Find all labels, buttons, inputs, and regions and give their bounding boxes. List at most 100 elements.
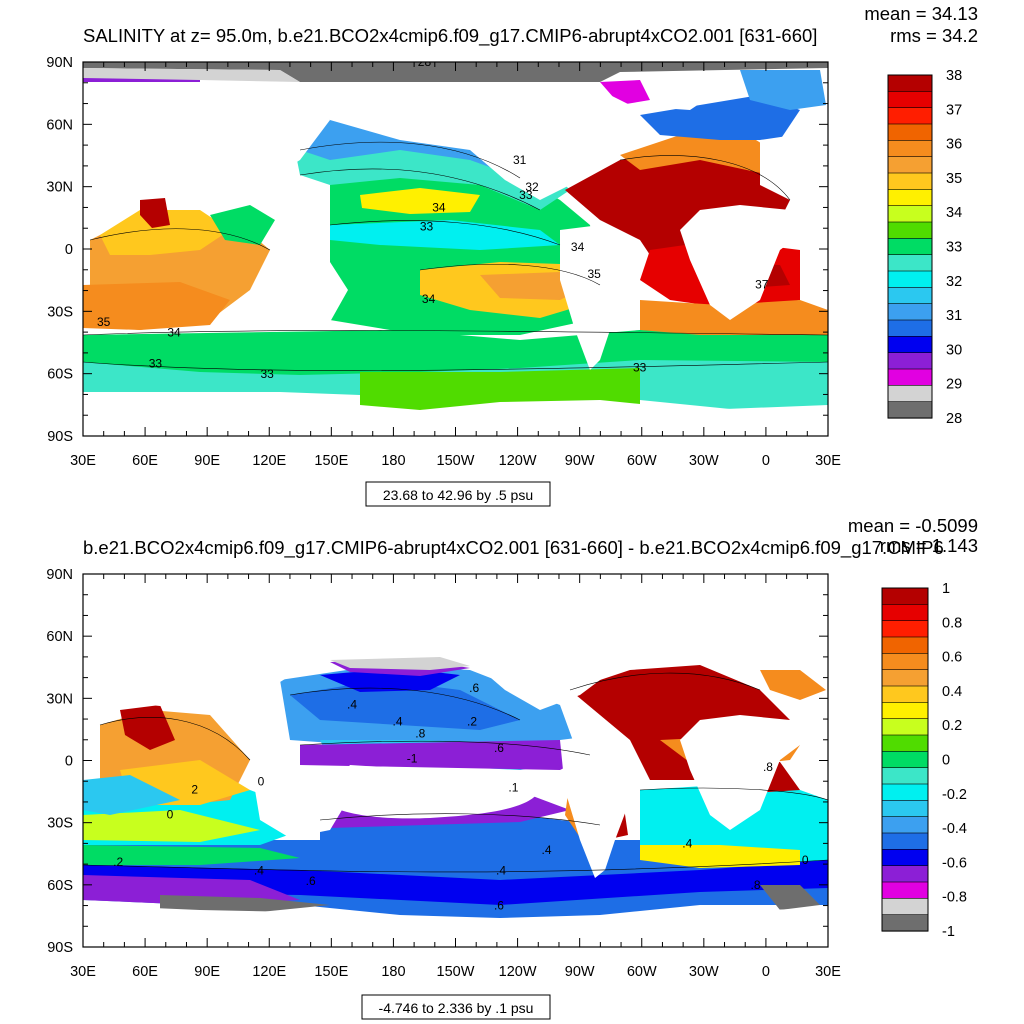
top-north-america xyxy=(300,82,640,200)
top-south-america xyxy=(560,225,640,370)
colorbar-swatch xyxy=(881,832,929,850)
colorbar-label: -0.6 xyxy=(942,855,967,871)
colorbar-swatch xyxy=(887,140,933,158)
colorbar-swatch xyxy=(887,107,933,125)
contour-label: 34 xyxy=(422,292,436,306)
x-tick-label: 30E xyxy=(70,964,96,980)
contour-label: .4 xyxy=(254,863,264,877)
top-deep-south-green xyxy=(360,368,640,410)
bottom-map: .6 .4 .4 .2 .6 .8 -1 2 0 0 .1 .4 .2 .4 .6 .4 .6 .8 .8 .4 0 xyxy=(83,574,828,947)
colorbar-swatch xyxy=(881,898,929,916)
top-continents xyxy=(83,72,828,436)
colorbar-swatch xyxy=(887,91,933,109)
bottom-contour-line xyxy=(569,672,761,691)
colorbar-swatch xyxy=(887,336,933,354)
contour-label: .6 xyxy=(494,741,504,755)
bottom-panel: b.e21.BCO2x4cmip6.f09_g17.CMIP6-abrupt4x… xyxy=(46,515,978,1020)
bottom-indian-cyan xyxy=(83,775,180,815)
bottom-rms-label: rms = 1.143 xyxy=(880,535,978,556)
x-tick-label: 30W xyxy=(689,964,719,980)
colorbar-swatch xyxy=(881,800,929,818)
colorbar-label: 32 xyxy=(946,274,962,290)
colorbar-swatch xyxy=(887,189,933,207)
colorbar-swatch xyxy=(881,734,929,752)
x-tick-label: 60E xyxy=(132,453,158,469)
top-australia xyxy=(255,260,348,330)
bottom-contour-labels: .6 .4 .4 .2 .6 .8 -1 2 0 0 .1 .4 .2 .4 .6 .4 .6 .8 .8 .4 0 xyxy=(113,681,809,913)
contour-label: .8 xyxy=(751,878,761,892)
colorbar-swatch xyxy=(881,636,929,654)
colorbar-swatch xyxy=(881,702,929,720)
top-greenland xyxy=(640,72,720,110)
y-tick-label: 90N xyxy=(46,55,73,71)
top-subpolar-atlantic xyxy=(620,130,780,175)
bottom-subpolar-orange xyxy=(760,670,826,700)
colorbar-swatch xyxy=(881,881,929,899)
contour-label: .4 xyxy=(393,714,403,728)
bottom-contour-line xyxy=(289,687,521,721)
contour-label: .2 xyxy=(467,714,477,728)
contour-label: 34 xyxy=(167,325,181,339)
top-contour-line xyxy=(299,141,521,179)
x-tick-label: 60W xyxy=(627,964,657,980)
top-mean-label: mean = 34.13 xyxy=(864,3,978,24)
colorbar-label: 28 xyxy=(946,411,962,427)
colorbar-swatch xyxy=(881,767,929,785)
bottom-contour-line xyxy=(99,717,251,761)
colorbar-label: 33 xyxy=(946,240,962,256)
bottom-contour-line xyxy=(639,787,828,801)
contour-label: 0 xyxy=(258,774,265,788)
bottom-plot-title: b.e21.BCO2x4cmip6.f09_g17.CMIP6-abrupt4x… xyxy=(83,537,944,559)
y-tick-label: 90S xyxy=(47,429,73,445)
bottom-equatorial-purple xyxy=(300,740,590,770)
colorbar-swatch xyxy=(881,865,929,883)
colorbar-frame xyxy=(887,74,933,419)
top-equatorial-pacific-teal xyxy=(330,220,560,250)
top-colorbar: 38 37 36 35 34 33 32 31 30 29 28 xyxy=(887,68,962,427)
colorbar-swatch xyxy=(887,156,933,174)
bottom-arabian-core xyxy=(120,705,175,750)
contour-label: .6 xyxy=(494,899,504,913)
top-eurasia xyxy=(83,82,330,200)
x-tick-label: 120W xyxy=(499,453,537,469)
bottom-north-pacific-deep xyxy=(290,680,520,730)
top-range-label: 23.68 to 42.96 by .5 psu xyxy=(383,487,533,503)
x-tick-label: 60W xyxy=(627,453,657,469)
x-tick-label: 150E xyxy=(314,453,348,469)
contour-label: 33 xyxy=(633,361,647,375)
colorbar-swatch xyxy=(887,368,933,386)
colorbar-frame xyxy=(881,587,929,932)
bottom-bering-grey xyxy=(330,657,470,670)
contour-label: 33 xyxy=(519,188,533,202)
colorbar-label: 37 xyxy=(946,102,962,118)
bottom-south-atlantic-yellow xyxy=(640,845,800,868)
bottom-antarctic-purple xyxy=(83,875,300,905)
colorbar-swatch xyxy=(887,172,933,190)
y-tick-label: 30S xyxy=(47,304,73,320)
y-tick-label: 60N xyxy=(46,629,73,645)
colorbar-swatch xyxy=(881,914,929,932)
top-labrador-blue xyxy=(640,95,800,140)
contour-label: 34 xyxy=(571,240,585,254)
contour-label: .6 xyxy=(469,681,479,695)
bottom-range-label: -4.746 to 2.336 by .1 psu xyxy=(379,1000,534,1016)
x-tick-label: 0 xyxy=(762,453,770,469)
bottom-arctic-white xyxy=(83,574,828,640)
bottom-south-indian-yellow xyxy=(83,810,260,842)
top-bay-of-bengal xyxy=(210,205,275,245)
colorbar-label: -1 xyxy=(942,924,955,940)
colorbar-swatch xyxy=(881,783,929,801)
colorbar-swatch xyxy=(881,669,929,687)
contour-label: 0 xyxy=(802,853,809,867)
colorbar-label: 31 xyxy=(946,308,962,324)
top-south-atlantic-orange xyxy=(640,300,828,335)
y-tick-label: 60S xyxy=(47,367,73,383)
x-tick-label: 0 xyxy=(762,964,770,980)
x-tick-label: 180 xyxy=(381,964,405,980)
x-tick-label: 60E xyxy=(132,964,158,980)
bottom-south-america xyxy=(560,735,640,878)
colorbar-label: 30 xyxy=(946,342,962,358)
bottom-contours xyxy=(83,672,828,873)
bottom-colorbar: 1 0.8 0.6 0.4 0.2 0 -0.2 -0.4 -0.6 -0.8 -1 xyxy=(881,581,967,940)
bottom-weddell-grey xyxy=(760,885,820,910)
